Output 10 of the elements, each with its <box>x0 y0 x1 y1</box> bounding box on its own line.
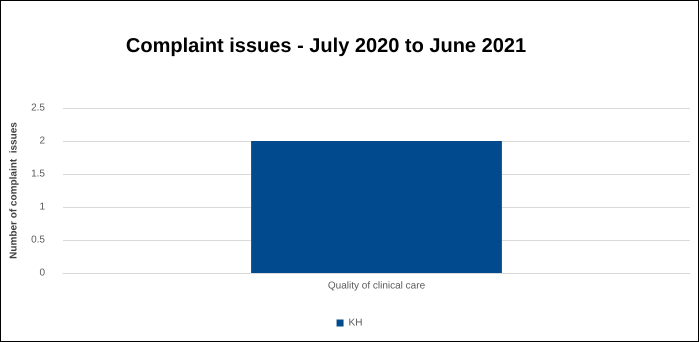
y-tick-label: 1.5 <box>31 168 46 180</box>
y-tick-label: 0 <box>39 268 46 278</box>
y-tick-label: 1 <box>39 202 46 212</box>
y-axis-title: Number of complaint issues <box>8 122 20 259</box>
legend-label: KH <box>348 318 362 328</box>
x-tick-label: Quality of clinical care <box>328 280 426 292</box>
y-tick-label: 2 <box>39 136 46 146</box>
y-tick-label: 0.5 <box>31 234 46 246</box>
y-tick-label: 2.5 <box>31 102 46 114</box>
chart-title: Complaint issues - July 2020 to June 2021 <box>126 35 526 57</box>
